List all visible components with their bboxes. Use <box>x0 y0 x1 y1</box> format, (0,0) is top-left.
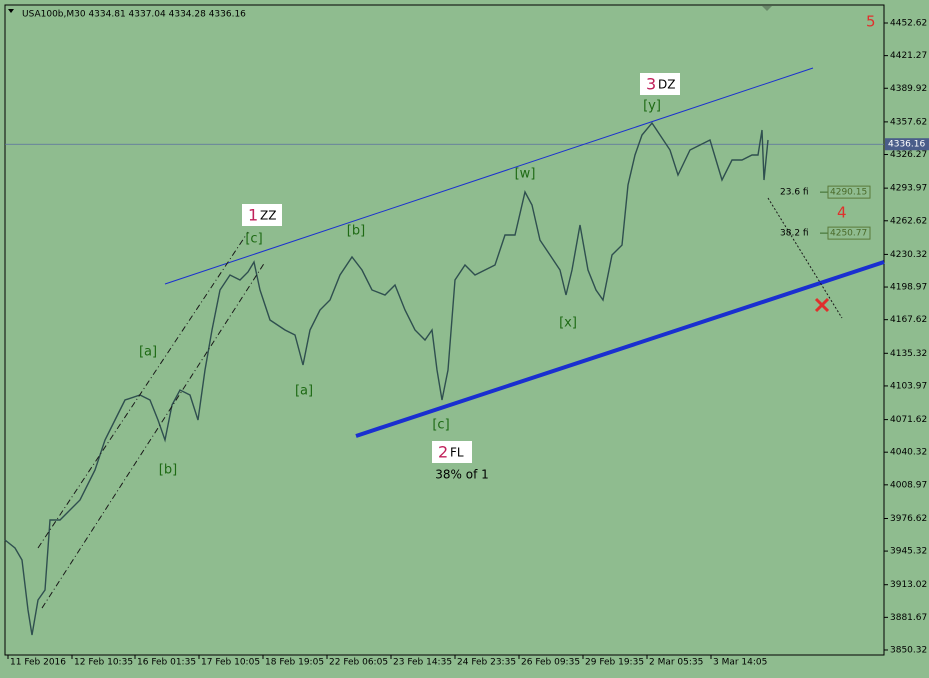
chart-title: USA100b,M30 4334.81 4337.04 4334.28 4336… <box>22 10 246 20</box>
fib-price: 4290.15 <box>830 188 867 198</box>
target-label: 4 <box>837 204 847 222</box>
trend-line <box>355 260 885 438</box>
fib-label: 23.6 fi <box>780 188 809 198</box>
degree-box <box>640 73 680 95</box>
x-tick-label: 23 Feb 14:35 <box>393 658 452 668</box>
target-label: 5 <box>866 13 876 31</box>
fib-label: 38.2 fi <box>780 229 809 239</box>
note: 38% of 1 <box>435 468 489 482</box>
y-tick-label: 3913.02 <box>890 580 927 590</box>
degree-tag: ZZ <box>260 209 276 223</box>
y-tick-label: 3945.32 <box>890 547 927 557</box>
x-tick-label: 22 Feb 06:05 <box>329 658 388 668</box>
y-tick-label: 3881.67 <box>890 613 927 623</box>
price-line-series <box>4 121 769 636</box>
wave-label: [c] <box>432 418 449 433</box>
degree-tag: DZ <box>658 78 675 92</box>
x-tick-label: 3 Mar 14:05 <box>713 658 767 668</box>
y-tick-label: 4421.27 <box>890 51 927 61</box>
trend-line <box>164 67 814 285</box>
y-tick-label: 4452.62 <box>890 18 927 28</box>
trend-line <box>37 231 249 549</box>
wave-label: [a] <box>139 345 157 360</box>
degree-number: 3 <box>646 75 656 94</box>
price-label: 4336.16 <box>888 140 925 150</box>
plot-area <box>4 4 885 656</box>
x-tick-label: 12 Feb 10:35 <box>74 658 133 668</box>
degree-box <box>432 441 472 463</box>
menu-arrow[interactable] <box>8 9 14 13</box>
x-tick-label: 2 Mar 05:35 <box>649 658 703 668</box>
y-tick-label: 4389.92 <box>890 84 927 94</box>
price-label-box <box>885 138 929 151</box>
y-tick-label: 4326.27 <box>890 150 927 160</box>
wave-label: [b] <box>159 463 177 478</box>
degree-box <box>242 204 282 226</box>
y-tick-label: 4103.97 <box>890 381 927 391</box>
x-tick-label: 26 Feb 09:35 <box>521 658 580 668</box>
fib-price-box <box>827 185 871 199</box>
y-tick-label: 3976.62 <box>890 514 927 524</box>
x-tick-label: 17 Feb 10:05 <box>201 658 260 668</box>
y-tick-label: 4357.62 <box>890 117 927 127</box>
degree-tag: FL <box>450 446 464 460</box>
wave-label: [x] <box>559 316 577 331</box>
wave-label: [a] <box>295 384 313 399</box>
cross-icon <box>814 297 830 313</box>
fib-price-box <box>827 226 871 240</box>
y-tick-label: 4198.97 <box>890 283 927 293</box>
y-tick-label: 4293.97 <box>890 184 927 194</box>
x-tick-label: 16 Feb 01:35 <box>137 658 196 668</box>
y-tick-label: 4071.62 <box>890 415 927 425</box>
wave-label: [w] <box>515 167 536 182</box>
x-tick-label: 29 Feb 19:35 <box>585 658 644 668</box>
degree-number: 2 <box>438 443 448 462</box>
y-tick-label: 4167.62 <box>890 315 927 325</box>
y-tick-label: 4008.97 <box>890 480 927 490</box>
fib-price: 4250.77 <box>830 229 867 239</box>
x-tick-label: 24 Feb 23:35 <box>457 658 516 668</box>
trend-line <box>41 261 266 609</box>
y-tick-label: 4262.62 <box>890 216 927 226</box>
trend-line <box>767 197 843 319</box>
y-tick-label: 4135.32 <box>890 349 927 359</box>
scroll-marker <box>762 6 772 11</box>
degree-number: 1 <box>248 206 258 225</box>
wave-label: [c] <box>245 232 262 247</box>
wave-label: [y] <box>643 99 661 114</box>
x-tick-label: 18 Feb 19:05 <box>265 658 324 668</box>
wave-label: [b] <box>347 224 365 239</box>
x-tick-label: 11 Feb 2016 <box>10 658 66 668</box>
y-tick-label: 3850.32 <box>890 645 927 655</box>
y-tick-label: 4230.32 <box>890 250 927 260</box>
y-tick-label: 4040.32 <box>890 448 927 458</box>
